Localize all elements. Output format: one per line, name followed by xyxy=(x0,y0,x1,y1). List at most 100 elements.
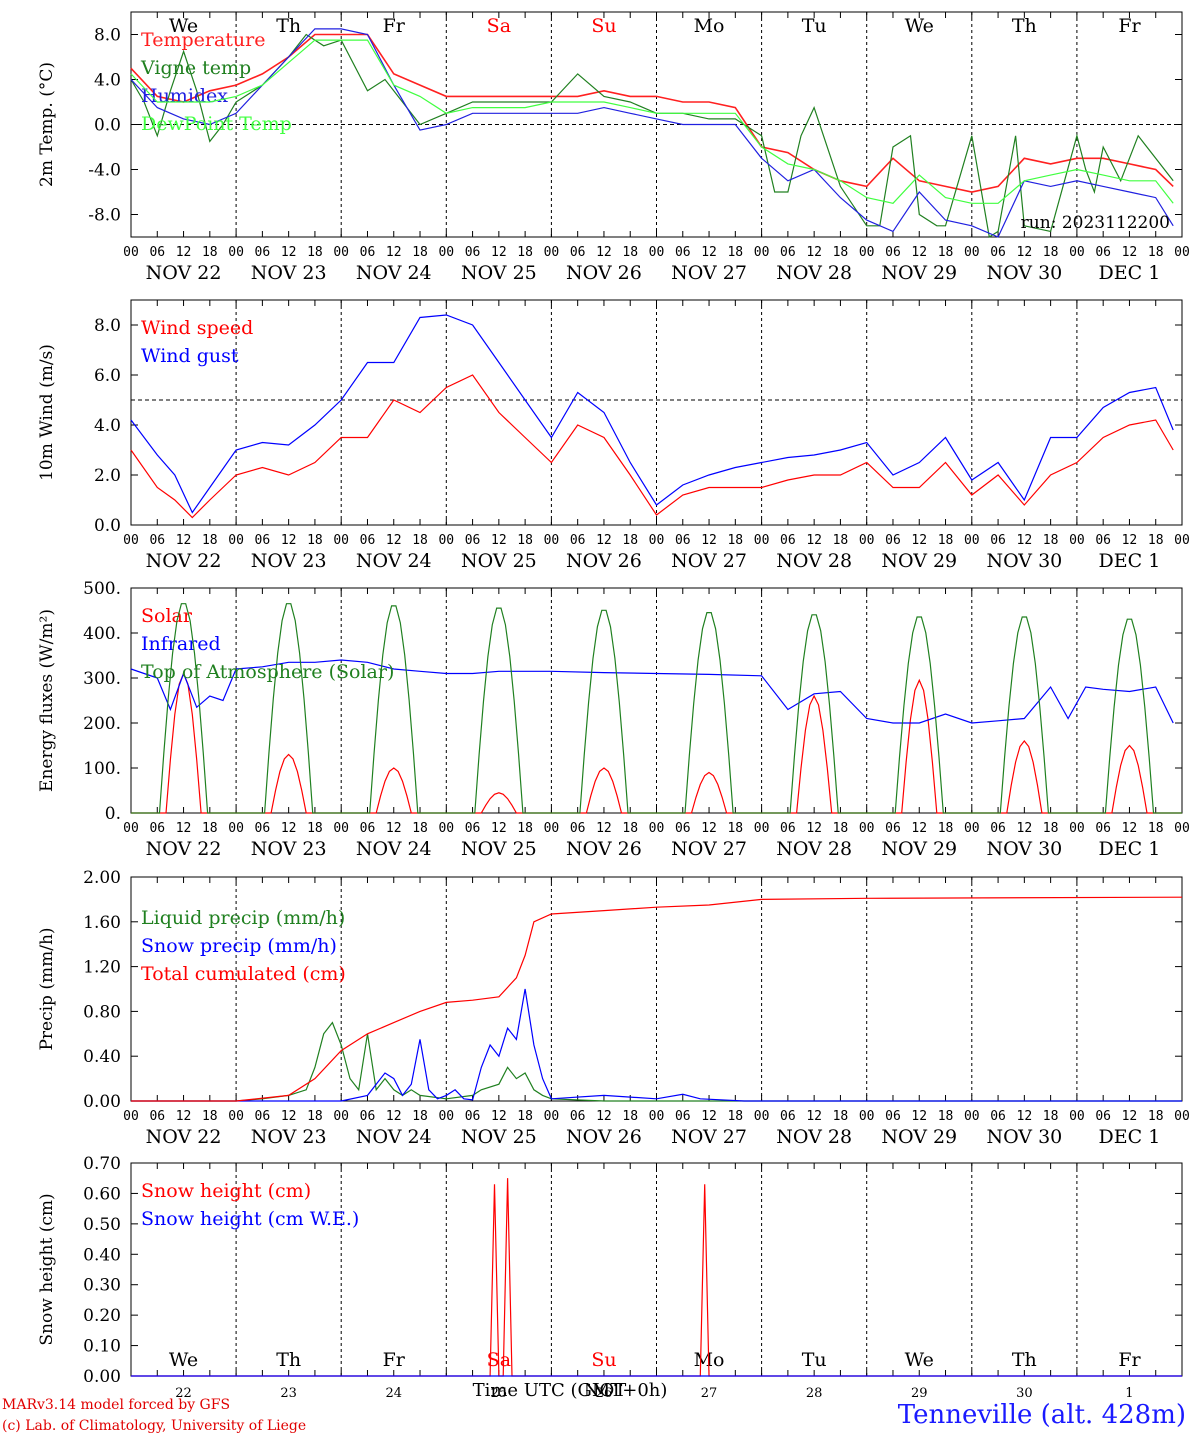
hour-label: 00 xyxy=(964,245,980,260)
y-tick-label: 4.0 xyxy=(94,71,121,91)
hour-label: 00 xyxy=(544,1109,560,1124)
hour-label: 18 xyxy=(517,1109,533,1124)
hour-label: 12 xyxy=(806,245,822,260)
day-number-label: 22 xyxy=(175,1386,192,1400)
date-label: NOV 29 xyxy=(881,262,957,284)
y-tick-label: 1.20 xyxy=(83,958,121,978)
hour-label: 12 xyxy=(1122,533,1138,548)
series-line-wind-gust xyxy=(130,314,1174,514)
y-tick-label: 200. xyxy=(83,714,121,734)
hour-label: 12 xyxy=(911,533,927,548)
hour-label: 06 xyxy=(570,1109,586,1124)
y-tick-label: 0.40 xyxy=(83,1047,121,1067)
hour-label: 12 xyxy=(491,245,507,260)
hour-label: 12 xyxy=(1017,821,1033,836)
y-tick-label: 100. xyxy=(83,759,121,779)
hour-label: 00 xyxy=(1174,533,1190,548)
date-label: NOV 26 xyxy=(566,262,642,284)
hour-label: 00 xyxy=(754,821,770,836)
hour-label: 18 xyxy=(1148,245,1164,260)
hour-label: 18 xyxy=(1148,1109,1164,1124)
hour-label: 06 xyxy=(885,533,901,548)
date-label: NOV 29 xyxy=(881,1126,957,1148)
hour-label: 00 xyxy=(123,821,139,836)
day-number-label: 1 xyxy=(1125,1386,1133,1400)
hour-label: 12 xyxy=(596,245,612,260)
hour-label: 00 xyxy=(1174,245,1190,260)
hour-label: 18 xyxy=(727,821,743,836)
legend-entry: Total cumulated (cm) xyxy=(141,963,346,985)
y-axis-label: 10m Wind (m/s) xyxy=(37,344,57,481)
date-label: NOV 28 xyxy=(776,262,852,284)
hour-label: 00 xyxy=(649,1109,665,1124)
date-label: NOV 30 xyxy=(986,550,1062,572)
hour-label: 06 xyxy=(360,1109,376,1124)
plot-frame xyxy=(130,587,1183,814)
hour-label: 18 xyxy=(622,245,638,260)
hour-label: 06 xyxy=(149,245,165,260)
date-label: NOV 22 xyxy=(146,838,222,860)
hour-label: 00 xyxy=(123,245,139,260)
date-label: NOV 25 xyxy=(461,550,537,572)
weekday-label: Tu xyxy=(802,15,827,37)
hour-label: 00 xyxy=(438,533,454,548)
hour-label: 18 xyxy=(202,533,218,548)
series-line-top-of-atmosphere-solar- xyxy=(131,603,1182,814)
hour-label: 18 xyxy=(1043,1109,1059,1124)
hour-label: 12 xyxy=(491,533,507,548)
hour-label: 06 xyxy=(885,245,901,260)
hour-label: 18 xyxy=(833,821,849,836)
hour-label: 18 xyxy=(1148,533,1164,548)
hour-label: 06 xyxy=(675,1109,691,1124)
date-label: NOV 26 xyxy=(566,1126,642,1148)
series-line-humidex xyxy=(130,28,1174,238)
hour-label: 00 xyxy=(333,533,349,548)
hour-label: 12 xyxy=(701,533,717,548)
date-label: NOV 23 xyxy=(251,1126,327,1148)
hour-label: 18 xyxy=(727,533,743,548)
hour-label: 06 xyxy=(465,821,481,836)
series-line-dewpoint-temp xyxy=(130,39,1174,204)
day-number-label: 26 xyxy=(596,1386,613,1400)
legend-entry: Humidex xyxy=(141,85,228,107)
hour-label: 00 xyxy=(1174,1109,1190,1124)
hour-label: 06 xyxy=(570,533,586,548)
hour-label: 00 xyxy=(964,821,980,836)
date-label: NOV 29 xyxy=(881,838,957,860)
hour-label: 00 xyxy=(438,821,454,836)
hour-label: 00 xyxy=(649,533,665,548)
y-tick-label: 0.70 xyxy=(83,1154,121,1174)
date-label: NOV 30 xyxy=(986,262,1062,284)
hour-label: 12 xyxy=(806,1109,822,1124)
hour-label: 06 xyxy=(675,245,691,260)
run-annotation: run: 2023112200 xyxy=(1021,213,1170,233)
hour-label: 06 xyxy=(990,821,1006,836)
date-label: DEC 1 xyxy=(1099,1126,1161,1148)
panel-5: 0.00 0.10 0.20 0.30 0.40 0.50 0.60 0.70 Snow hei… xyxy=(37,1154,1183,1400)
hour-label: 12 xyxy=(1122,245,1138,260)
date-label: NOV 27 xyxy=(671,262,747,284)
legend-entry: Snow height (cm W.E.) xyxy=(141,1208,359,1230)
hour-label: 12 xyxy=(1017,533,1033,548)
y-tick-label: 8.0 xyxy=(94,26,121,46)
series-line-infrared xyxy=(130,659,1174,724)
hour-label: 12 xyxy=(281,533,297,548)
hour-label: 18 xyxy=(727,245,743,260)
hour-label: 06 xyxy=(465,1109,481,1124)
y-tick-label: -8.0 xyxy=(88,206,121,226)
weekday-label: We xyxy=(905,15,934,37)
hour-label: 12 xyxy=(176,533,192,548)
meteogram-chart: -8.0 -4.0 0.0 4.0 8.0 2m Temp. (°C) 00 06 12 18 NO… xyxy=(37,11,1190,1400)
weekday-label: Mo xyxy=(694,15,725,37)
hour-label: 06 xyxy=(990,245,1006,260)
hour-label: 00 xyxy=(544,821,560,836)
hour-label: 00 xyxy=(438,245,454,260)
hour-label: 18 xyxy=(412,821,428,836)
hour-label: 00 xyxy=(1069,245,1085,260)
panel-3: 0. 100. 200. 300. 400. 500. Energy fluxes (W/m… xyxy=(37,579,1190,860)
hour-label: 12 xyxy=(386,821,402,836)
hour-label: 18 xyxy=(412,533,428,548)
hour-label: 06 xyxy=(149,1109,165,1124)
hour-label: 18 xyxy=(833,245,849,260)
hour-label: 00 xyxy=(649,245,665,260)
